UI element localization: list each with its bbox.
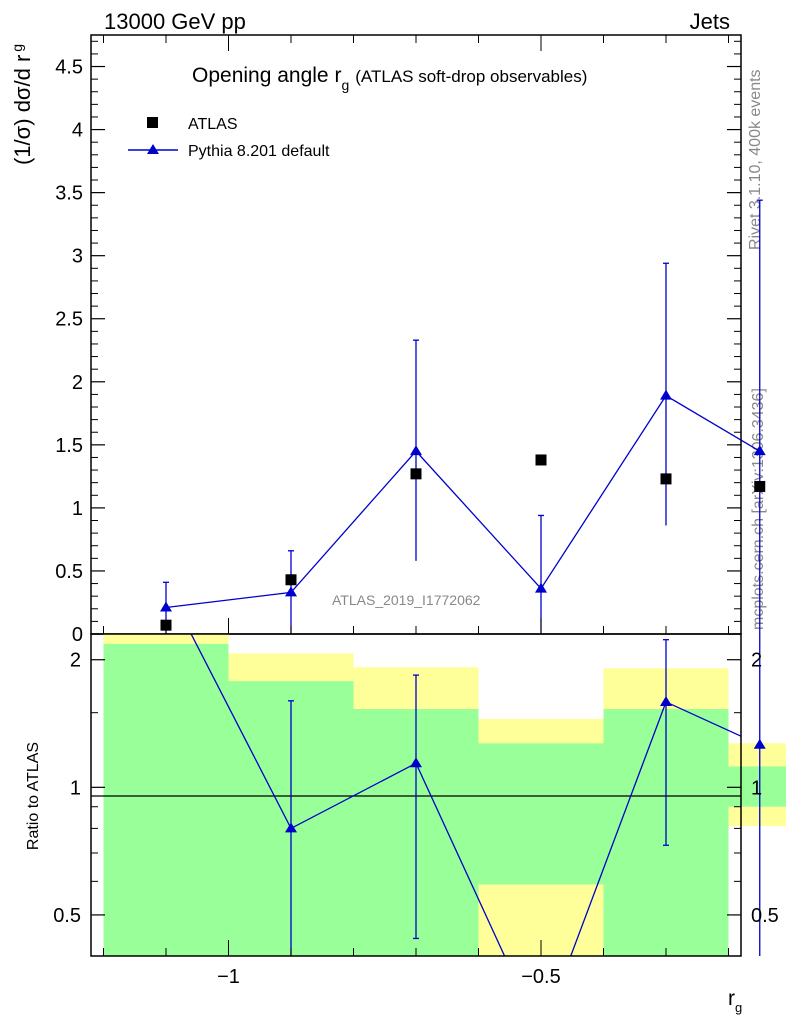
mcplots-label: mcplots.cern.ch [arXiv:1306.3436] <box>750 388 767 630</box>
ratio-pythia-point <box>285 822 297 833</box>
atlas-point <box>754 480 766 492</box>
rivet-label: Rivet 3.1.10, 400k events <box>747 69 764 250</box>
atlas-point <box>160 619 172 631</box>
pythia-point <box>160 601 172 612</box>
legend-pythia-label: Pythia 8.201 default <box>188 143 330 160</box>
chart-title-sub: g <box>341 77 349 93</box>
main-ytick-label: 2 <box>72 372 83 394</box>
main-ylabel: (1/σ) dσ/d r g <box>9 44 35 165</box>
main-ytick-label: 4 <box>72 120 83 142</box>
main-ytick-label: 1.5 <box>55 435 83 457</box>
ratio-band-inner <box>478 743 604 885</box>
ratio-xlabel-main: r <box>728 987 735 1010</box>
chart-title-main: Opening angle r <box>192 64 341 87</box>
ratio-bands <box>103 634 786 956</box>
ratio-ytick-label-right: 2 <box>751 650 762 672</box>
ratio-marks <box>190 634 766 956</box>
atlas-point <box>535 454 547 466</box>
ratio-ytick-label-right: 1 <box>751 777 762 799</box>
main-ytick-label: 3.5 <box>55 183 83 205</box>
ratio-tick-labels: 0.5 0.5 1 1 2 2 −1 −0.5 <box>53 650 779 988</box>
header-left: 13000 GeV pp <box>104 9 246 34</box>
ratio-ticks <box>91 659 741 956</box>
main-panel: 00.511.522.533.544.5 Opening angle rg (AT… <box>9 34 766 646</box>
ratio-ytick-label: 1 <box>70 777 81 799</box>
ratio-ylabel: Ratio to ATLAS <box>25 742 42 850</box>
legend-atlas-marker <box>147 117 158 128</box>
ratio-ytick-label: 2 <box>70 650 81 672</box>
main-ytick-label: 2.5 <box>55 309 83 331</box>
ratio-band-inner <box>728 766 786 807</box>
main-ylabel-sub: g <box>9 44 25 52</box>
ratio-band-inner <box>103 643 229 956</box>
main-ticks <box>91 35 741 635</box>
ratio-pythia-point <box>410 757 422 768</box>
ratio-pythia-point <box>753 738 766 749</box>
ratio-xtick-label: −1 <box>217 966 240 988</box>
main-ytick-label: 3 <box>72 246 83 268</box>
main-marks <box>160 199 766 634</box>
chart-title-extra: (ATLAS soft-drop observables) <box>355 67 587 86</box>
legend: ATLAS Pythia 8.201 default <box>128 116 330 160</box>
pythia-line <box>165 394 761 609</box>
pythia-point <box>660 389 672 400</box>
main-ytick-label: 1 <box>72 498 83 520</box>
pythia-point <box>410 445 422 456</box>
atlas-point <box>660 473 672 485</box>
atlas-point <box>285 574 297 586</box>
ratio-pythia-line <box>190 634 741 956</box>
header-right: Jets <box>690 9 730 34</box>
atlas-point <box>410 468 422 480</box>
pythia-point <box>285 586 297 597</box>
ratio-xtick-label: −0.5 <box>521 966 560 988</box>
chart-title: Opening angle rg (ATLAS soft-drop observa… <box>192 64 587 93</box>
main-ytick-label: 0.5 <box>55 561 83 583</box>
main-ytick-label: 4.5 <box>55 57 83 79</box>
ratio-pythia-point <box>660 695 672 706</box>
ratio-panel: 0.5 0.5 1 1 2 2 −1 −0.5 Ratio to ATLAS rg <box>25 633 786 1015</box>
pythia-point <box>535 582 547 593</box>
main-ytick-label: 0 <box>72 624 83 646</box>
legend-atlas-label: ATLAS <box>188 116 238 133</box>
ratio-ytick-label: 0.5 <box>53 905 81 927</box>
main-tick-labels: 0 0.5 1 1.5 2 2.5 3 3.5 4 4.5 <box>55 57 83 646</box>
main-ylabel-main: (1/σ) dσ/d r <box>10 55 35 165</box>
legend-pythia-marker <box>147 144 159 154</box>
ratio-xlabel: rg <box>728 987 742 1015</box>
watermark: ATLAS_2019_I1772062 <box>332 592 481 608</box>
ratio-ytick-label-right: 0.5 <box>751 905 779 927</box>
pythia-point <box>753 445 766 456</box>
ratio-xlabel-sub: g <box>735 1000 742 1015</box>
